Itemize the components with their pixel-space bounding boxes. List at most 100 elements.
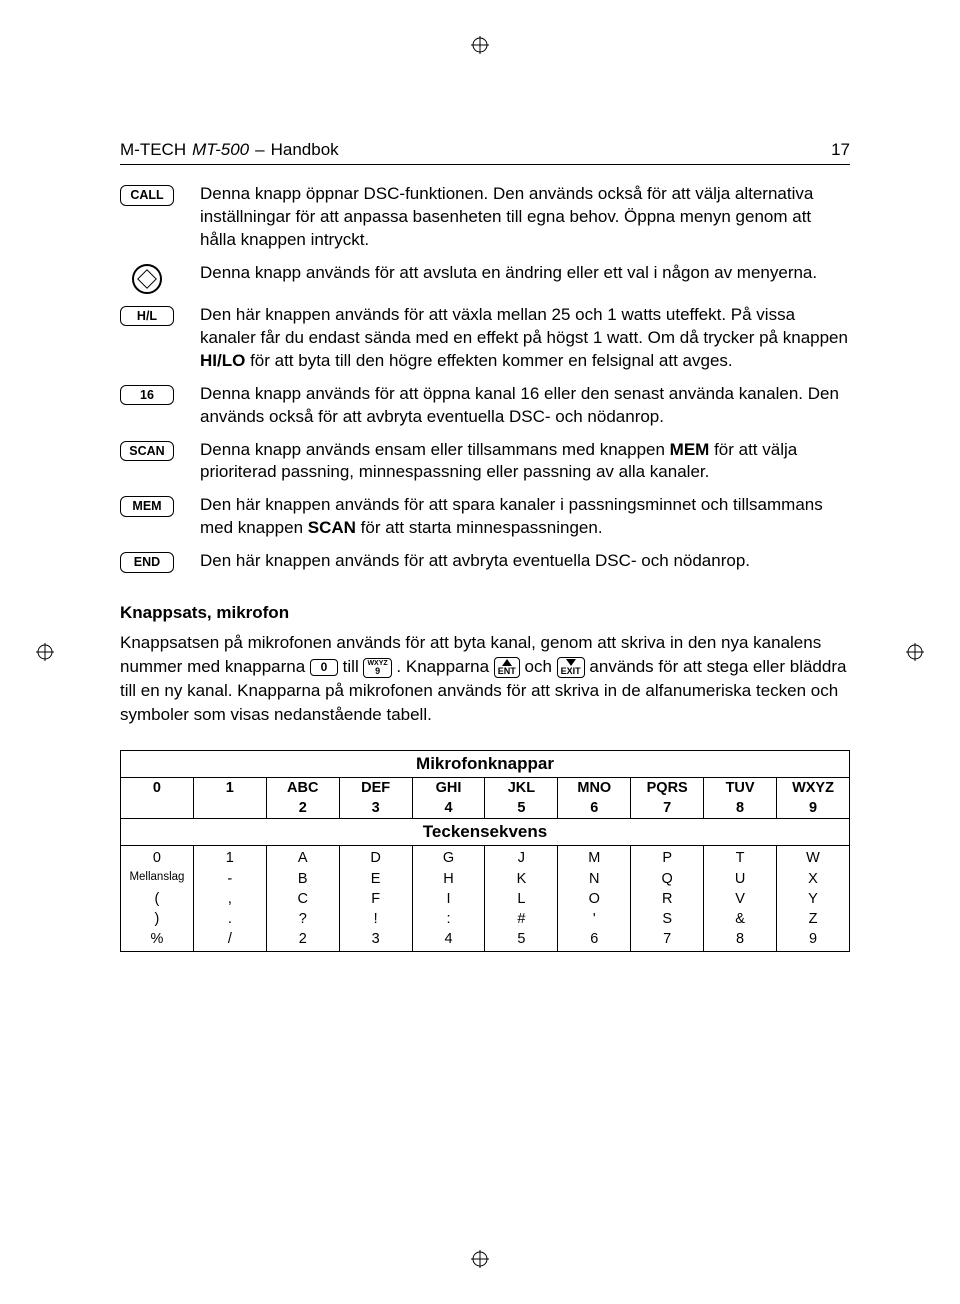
table-seq-cell: ': [558, 909, 631, 929]
table-seq-cell: !: [339, 909, 412, 929]
table-num-cell: [193, 798, 266, 819]
table-seq-cell: M: [558, 846, 631, 869]
keypad-paragraph: Knappsatsen på mikrofonen används för at…: [120, 631, 850, 726]
para-text: och: [525, 657, 557, 676]
table-seq-cell: Y: [777, 889, 850, 909]
table-seq-cell: I: [412, 889, 485, 909]
page-header: M-TECH MT-500 – Handbok 17: [120, 140, 850, 165]
key-exit-icon: EXIT: [557, 657, 585, 678]
h/l-button-icon: H/L: [120, 306, 174, 327]
table-num-cell: 5: [485, 798, 558, 819]
table-num-cell: 7: [631, 798, 704, 819]
header-brand: M-TECH: [120, 140, 186, 160]
key-0-icon: 0: [310, 659, 338, 676]
header-sep: –: [255, 140, 264, 160]
table-head-cell: JKL: [485, 778, 558, 799]
table-seq-cell: Mellanslag: [121, 869, 194, 889]
table-title-2: Teckensekvens: [121, 819, 850, 846]
button-description: Den här knappen används för att spara ka…: [200, 494, 850, 540]
crop-mark-bottom: [471, 1250, 489, 1268]
button-description: Denna knapp används för att avsluta en ä…: [200, 262, 850, 294]
table-num-cell: 3: [339, 798, 412, 819]
table-seq-cell: %: [121, 929, 194, 952]
table-head-cell: MNO: [558, 778, 631, 799]
page-number: 17: [831, 140, 850, 160]
table-num-cell: [121, 798, 194, 819]
table-seq-cell: H: [412, 869, 485, 889]
table-seq-cell: X: [777, 869, 850, 889]
table-seq-cell: F: [339, 889, 412, 909]
table-seq-cell: 5: [485, 929, 558, 952]
crop-mark-left: [36, 643, 54, 661]
table-head-cell: WXYZ: [777, 778, 850, 799]
scan-button-icon: SCAN: [120, 441, 174, 462]
key-ent-icon: ENT: [494, 657, 520, 678]
button-description: Denna knapp används ensam eller tillsamm…: [200, 439, 850, 485]
table-seq-cell: 7: [631, 929, 704, 952]
table-seq-cell: K: [485, 869, 558, 889]
table-seq-cell: 9: [777, 929, 850, 952]
header-title: Handbok: [271, 140, 339, 160]
table-seq-cell: ?: [266, 909, 339, 929]
end-button-icon: END: [120, 552, 174, 573]
table-num-cell: 4: [412, 798, 485, 819]
table-seq-cell: L: [485, 889, 558, 909]
table-seq-cell: 6: [558, 929, 631, 952]
table-seq-cell: P: [631, 846, 704, 869]
call-button-icon: CALL: [120, 185, 174, 206]
mem-button-icon: MEM: [120, 496, 174, 517]
button-description: Den här knappen används för att avbryta …: [200, 550, 850, 573]
header-model: MT-500: [192, 140, 249, 160]
table-seq-cell: Z: [777, 909, 850, 929]
table-seq-cell: N: [558, 869, 631, 889]
section-title: Knappsats, mikrofon: [120, 603, 850, 623]
crop-mark-top: [471, 36, 489, 54]
table-seq-cell: (: [121, 889, 194, 909]
para-text: till: [343, 657, 364, 676]
para-text: . Knapparna: [396, 657, 493, 676]
key-9-icon: WXYZ 9: [363, 658, 391, 678]
table-seq-cell: /: [193, 929, 266, 952]
button-description: Denna knapp öppnar DSC-funktionen. Den a…: [200, 183, 850, 252]
table-head-cell: TUV: [704, 778, 777, 799]
table-seq-cell: ,: [193, 889, 266, 909]
16-button-icon: 16: [120, 385, 174, 406]
table-seq-cell: S: [631, 909, 704, 929]
push-enter-dial-icon: [132, 264, 162, 294]
table-seq-cell: D: [339, 846, 412, 869]
mic-keys-table: Mikrofonknappar 01ABCDEFGHIJKLMNOPQRSTUV…: [120, 750, 850, 952]
table-seq-cell: 1: [193, 846, 266, 869]
button-description: Denna knapp används för att öppna kanal …: [200, 383, 850, 429]
table-seq-cell: 8: [704, 929, 777, 952]
table-seq-cell: ): [121, 909, 194, 929]
table-seq-cell: E: [339, 869, 412, 889]
table-seq-cell: &: [704, 909, 777, 929]
table-head-cell: DEF: [339, 778, 412, 799]
table-num-cell: 8: [704, 798, 777, 819]
table-num-cell: 6: [558, 798, 631, 819]
table-seq-cell: :: [412, 909, 485, 929]
table-head-cell: ABC: [266, 778, 339, 799]
table-seq-cell: Q: [631, 869, 704, 889]
table-head-cell: GHI: [412, 778, 485, 799]
table-seq-cell: 4: [412, 929, 485, 952]
table-seq-cell: A: [266, 846, 339, 869]
table-seq-cell: U: [704, 869, 777, 889]
table-title-1: Mikrofonknappar: [121, 751, 850, 778]
table-seq-cell: W: [777, 846, 850, 869]
table-seq-cell: J: [485, 846, 558, 869]
table-head-cell: 1: [193, 778, 266, 799]
table-head-cell: PQRS: [631, 778, 704, 799]
table-seq-cell: B: [266, 869, 339, 889]
table-seq-cell: 3: [339, 929, 412, 952]
table-seq-cell: T: [704, 846, 777, 869]
table-seq-cell: G: [412, 846, 485, 869]
table-seq-cell: O: [558, 889, 631, 909]
table-seq-cell: V: [704, 889, 777, 909]
button-description: Den här knappen används för att växla me…: [200, 304, 850, 373]
table-seq-cell: .: [193, 909, 266, 929]
table-head-cell: 0: [121, 778, 194, 799]
table-seq-cell: -: [193, 869, 266, 889]
table-seq-cell: R: [631, 889, 704, 909]
table-seq-cell: C: [266, 889, 339, 909]
